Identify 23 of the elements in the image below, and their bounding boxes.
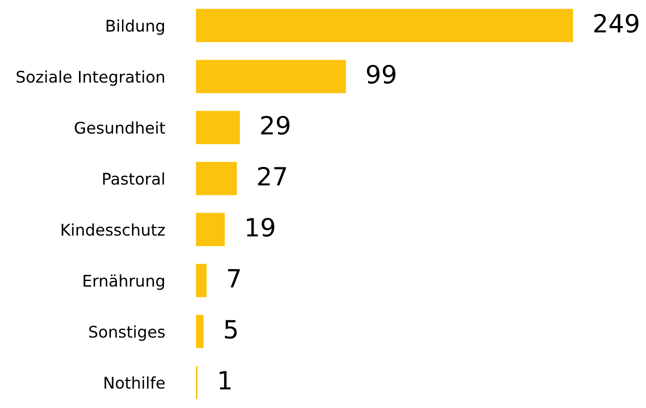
y-tick-label: Sonstiges <box>89 325 165 341</box>
y-tick-label: Pastoral <box>103 172 164 185</box>
data-label: 19 <box>246 218 274 237</box>
bar <box>196 264 207 298</box>
y-tick-label: Gesundheit <box>74 121 166 134</box>
bar <box>196 60 346 94</box>
bar <box>196 314 204 348</box>
y-tick-label: Nothilfe <box>104 376 165 389</box>
data-label: 5 <box>224 320 237 339</box>
y-tick-label: Soziale Integration <box>16 70 164 86</box>
bar <box>196 212 225 246</box>
data-label: 7 <box>228 269 240 288</box>
y-tick-label: Ernährung <box>84 274 164 290</box>
y-tick-label: Bildung <box>106 19 164 35</box>
data-label: 1 <box>220 371 231 390</box>
bar <box>196 162 237 196</box>
bar <box>196 8 573 42</box>
data-label: 99 <box>366 64 396 84</box>
y-tick-label: Kindesschutz <box>62 223 165 236</box>
data-label: 27 <box>258 166 286 186</box>
data-label: 29 <box>261 116 290 135</box>
bar <box>196 110 240 144</box>
data-label: 249 <box>594 14 638 33</box>
